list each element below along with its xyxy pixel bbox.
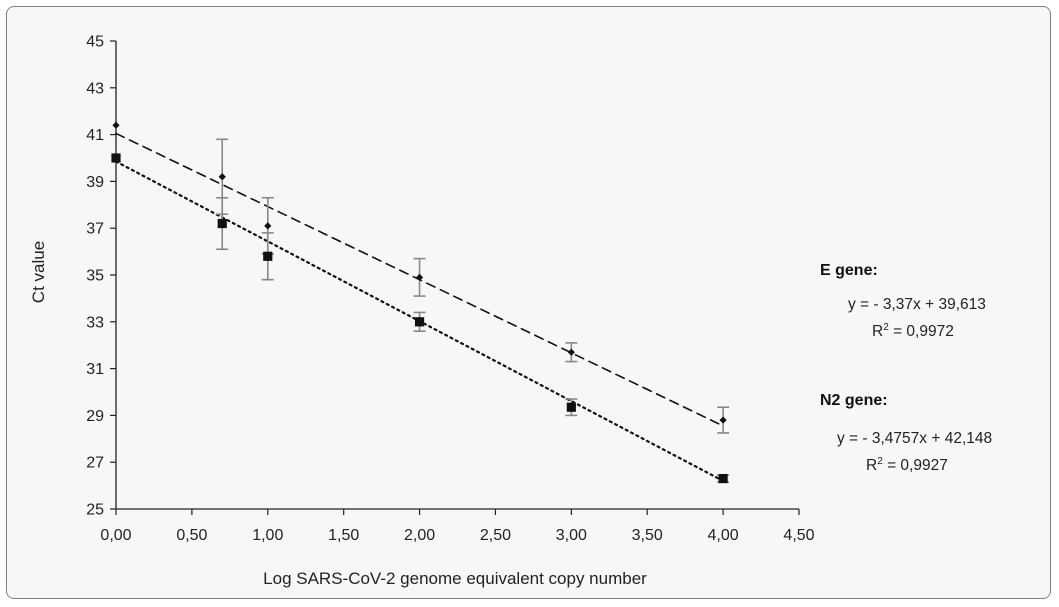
y-axis-label: Ct value (29, 241, 48, 303)
x-tick-label: 4,50 (783, 527, 814, 544)
e-gene-r-squared: R2 = 0,9972 (872, 322, 954, 341)
e-gene-equation: y = - 3,37x + 39,613 (848, 296, 986, 313)
x-tick-label: 2,50 (480, 527, 511, 544)
x-tick-label: 0,00 (100, 527, 131, 544)
e-gene-point (567, 348, 575, 356)
data-markers (111, 121, 728, 484)
e-gene-point (218, 173, 226, 181)
e-gene-r2-value: = 0,9972 (888, 323, 954, 341)
trend-lines (114, 132, 725, 483)
error-bars (216, 138, 730, 483)
n2-gene-point (263, 251, 273, 261)
x-tick-label: 2,00 (404, 527, 435, 544)
e-gene-point (112, 121, 120, 129)
n2-gene-point (217, 218, 227, 229)
n2-gene-r-squared: R2 = 0,9927 (866, 456, 948, 475)
y-tick-label: 45 (86, 34, 104, 51)
x-tick-label: 0,50 (176, 527, 207, 544)
chart-frame (6, 6, 1051, 599)
n2-gene-title: N2 gene: (820, 392, 888, 409)
e-gene-r2-label: R (872, 323, 884, 341)
n2-gene-point (566, 402, 576, 412)
e-gene-point (719, 416, 727, 424)
y-tick-label: 27 (86, 455, 104, 472)
y-tick-label: 33 (86, 314, 104, 331)
e-gene-point (264, 222, 272, 230)
n2-gene-equation: y = - 3,4757x + 42,148 (837, 430, 993, 447)
y-tick-label: 29 (86, 408, 104, 425)
x-tick-label: 3,50 (632, 527, 663, 544)
x-axis-label: Log SARS-CoV-2 genome equivalent copy nu… (263, 569, 647, 588)
n2-gene-r2-label: R (866, 457, 878, 475)
e-gene-point (415, 273, 424, 281)
y-tick-label: 31 (86, 361, 104, 378)
x-tick-label: 1,50 (328, 527, 359, 544)
y-tick-label: 37 (86, 221, 104, 238)
e-gene-title: E gene: (820, 262, 878, 279)
y-tick-label: 43 (86, 80, 104, 97)
n2-gene-point (718, 473, 728, 484)
y-tick-label: 35 (86, 268, 104, 285)
x-tick-label: 3,00 (556, 527, 587, 544)
y-tick-label: 25 (86, 502, 104, 519)
x-tick-label: 1,00 (252, 527, 283, 544)
y-tick-label: 39 (86, 174, 104, 191)
n2-gene-r2-value: = 0,9927 (882, 457, 948, 475)
axis-labels: Log SARS-CoV-2 genome equivalent copy nu… (29, 241, 647, 588)
x-tick-label: 4,00 (708, 527, 739, 544)
y-tick-label: 41 (86, 127, 104, 144)
axes: 0,00 0,50 1,00 1,50 2,00 2,50 3,00 3,50 4,00 4,50… (86, 34, 814, 545)
n2-gene-point (414, 317, 425, 327)
n2-gene-point (111, 153, 121, 163)
